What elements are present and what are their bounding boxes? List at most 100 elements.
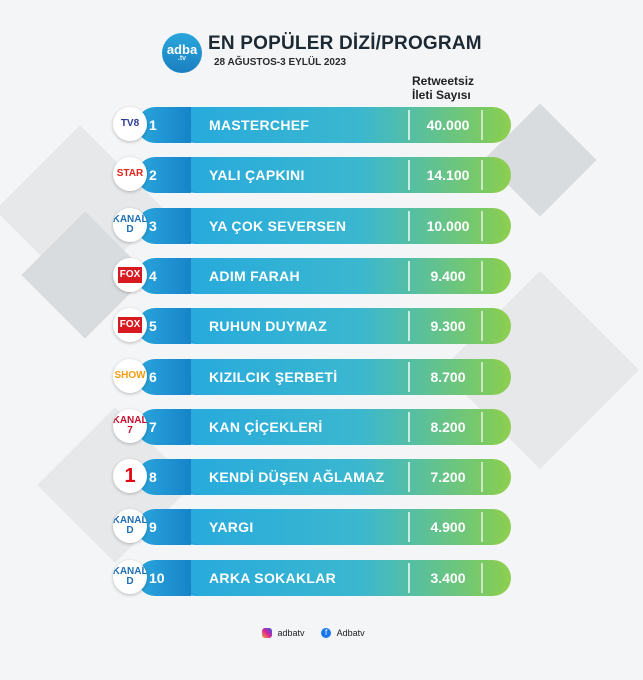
channel-logo: FOX (113, 308, 147, 342)
divider (481, 512, 483, 542)
ranking-bar: KAN ÇİÇEKLERİ 8.200 (177, 409, 511, 445)
divider (408, 311, 410, 341)
channel-logo: KANAL D (113, 208, 147, 242)
ranking-bar: KIZILCIK ŞERBETİ 8.700 (177, 359, 511, 395)
ranking-bar: YALI ÇAPKINI 14.100 (177, 157, 511, 193)
divider (408, 261, 410, 291)
ranking-row: MASTERCHEF 40.000 1 TV8 (113, 107, 513, 143)
ranking-bar-inner: ARKA SOKAKLAR 3.400 (185, 560, 505, 596)
divider (481, 563, 483, 593)
footer: adbatv f Adbatv (262, 627, 365, 638)
channel-logo: STAR (113, 157, 147, 191)
channel-logo: TV8 (113, 107, 147, 141)
header: adba .tv EN POPÜLER DİZİ/PROGRAM 28 AĞUS… (162, 33, 522, 73)
ranking-bar: ARKA SOKAKLAR 3.400 (177, 560, 511, 596)
channel-logo: SHOW (113, 359, 147, 393)
ranking-row: KIZILCIK ŞERBETİ 8.700 6 SHOW (113, 359, 513, 395)
ranking-bar-inner: KIZILCIK ŞERBETİ 8.700 (185, 359, 505, 395)
divider (481, 412, 483, 442)
adba-logo: adba .tv (162, 33, 202, 73)
divider (481, 261, 483, 291)
divider (481, 462, 483, 492)
divider (408, 362, 410, 392)
ranking-bar-inner: YA ÇOK SEVERSEN 10.000 (185, 208, 505, 244)
channel-name: KANAL D (113, 566, 147, 587)
column-header-line1: Retweetsiz (412, 74, 475, 88)
divider (408, 412, 410, 442)
divider (408, 462, 410, 492)
divider (408, 160, 410, 190)
channel-name: SHOW (114, 370, 146, 381)
channel-logo: KANAL D (113, 509, 147, 543)
ranking-bar-inner: YALI ÇAPKINI 14.100 (185, 157, 505, 193)
column-header: Retweetsiz İleti Sayısı (412, 74, 474, 102)
post-count: 4.900 (430, 519, 466, 535)
show-name: KENDİ DÜŞEN AĞLAMAZ (209, 469, 385, 485)
ranking-row: YA ÇOK SEVERSEN 10.000 3 KANAL D (113, 208, 513, 244)
channel-name: STAR (116, 168, 144, 179)
post-count: 3.400 (430, 570, 466, 586)
divider (481, 211, 483, 241)
facebook-handle: Adbatv (336, 627, 365, 638)
logo-sub: .tv (177, 55, 187, 62)
divider (481, 110, 483, 140)
channel-name: 1 (124, 465, 136, 487)
channel-name: KANAL D (113, 515, 147, 536)
show-name: ADIM FARAH (209, 268, 300, 284)
channel-logo: FOX (113, 258, 147, 292)
divider (408, 512, 410, 542)
divider (408, 563, 410, 593)
ranking-bar-inner: KENDİ DÜŞEN AĞLAMAZ 7.200 (185, 459, 505, 495)
channel-name: KANAL D (113, 214, 147, 235)
ranking-bar: YA ÇOK SEVERSEN 10.000 (177, 208, 511, 244)
ranking-bar: MASTERCHEF 40.000 (177, 107, 511, 143)
channel-name: FOX (117, 267, 143, 283)
channel-logo: KANAL 7 (113, 409, 147, 443)
channel-name: FOX (117, 317, 143, 333)
show-name: RUHUN DUYMAZ (209, 318, 327, 334)
show-name: YA ÇOK SEVERSEN (209, 218, 347, 234)
ranking-bar: KENDİ DÜŞEN AĞLAMAZ 7.200 (177, 459, 511, 495)
post-count: 7.200 (430, 469, 466, 485)
show-name: YARGI (209, 519, 254, 535)
divider (481, 311, 483, 341)
show-name: KAN ÇİÇEKLERİ (209, 419, 323, 435)
ranking-row: YARGI 4.900 9 KANAL D (113, 509, 513, 545)
show-name: MASTERCHEF (209, 117, 310, 133)
instagram-icon (262, 627, 272, 638)
ranking-bar-inner: RUHUN DUYMAZ 9.300 (185, 308, 505, 344)
ranking-bar: RUHUN DUYMAZ 9.300 (177, 308, 511, 344)
divider (481, 160, 483, 190)
post-count: 8.700 (430, 369, 466, 385)
channel-name: TV8 (120, 118, 140, 129)
post-count: 9.400 (430, 268, 466, 284)
post-count: 40.000 (426, 117, 470, 133)
divider (408, 110, 410, 140)
facebook-icon: f (321, 627, 332, 638)
divider (408, 211, 410, 241)
show-name: KIZILCIK ŞERBETİ (209, 369, 338, 385)
channel-name: KANAL 7 (113, 415, 147, 436)
channel-logo: KANAL D (113, 560, 147, 594)
instagram-handle: adbatv (277, 627, 305, 638)
channel-logo: 1 (113, 459, 147, 493)
ranking-bar-inner: YARGI 4.900 (185, 509, 505, 545)
ranking-row: RUHUN DUYMAZ 9.300 5 FOX (113, 308, 513, 344)
ranking-bar-inner: KAN ÇİÇEKLERİ 8.200 (185, 409, 505, 445)
ranking-bar: ADIM FARAH 9.400 (177, 258, 511, 294)
ranking-row: KAN ÇİÇEKLERİ 8.200 7 KANAL 7 (113, 409, 513, 445)
show-name: YALI ÇAPKINI (209, 167, 305, 183)
ranking-bar-inner: MASTERCHEF 40.000 (185, 107, 505, 143)
ranking-bar: YARGI 4.900 (177, 509, 511, 545)
column-header-line2: İleti Sayısı (412, 88, 471, 102)
ranking-row: YALI ÇAPKINI 14.100 2 STAR (113, 157, 513, 193)
page-title: EN POPÜLER DİZİ/PROGRAM (208, 33, 482, 54)
ranking-row: ADIM FARAH 9.400 4 FOX (113, 258, 513, 294)
post-count: 9.300 (430, 318, 466, 334)
date-range: 28 AĞUSTOS-3 EYLÜL 2023 (214, 57, 347, 68)
ranking-bar-inner: ADIM FARAH 9.400 (185, 258, 505, 294)
show-name: ARKA SOKAKLAR (209, 570, 337, 586)
ranking-row: ARKA SOKAKLAR 3.400 10 KANAL D (113, 560, 513, 596)
post-count: 14.100 (426, 167, 470, 183)
ranking-row: KENDİ DÜŞEN AĞLAMAZ 7.200 8 1 (113, 459, 513, 495)
